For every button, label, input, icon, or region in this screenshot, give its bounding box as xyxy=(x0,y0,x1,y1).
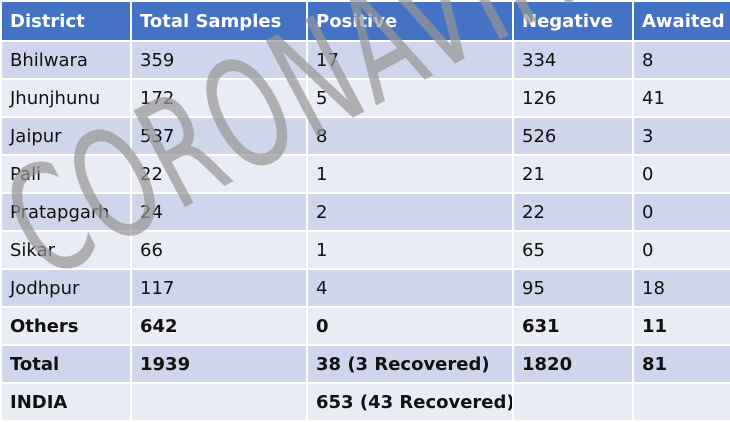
cell-negative: 334 xyxy=(512,40,634,80)
cell-district: Others xyxy=(0,306,132,346)
cell-awaited xyxy=(632,382,730,422)
table-row: Pratapgarh 24 2 22 0 xyxy=(0,192,730,232)
table-row: Jodhpur 117 4 95 18 xyxy=(0,268,730,308)
cell-total: 537 xyxy=(130,116,308,156)
header-row: District Total Samples Positive Negative… xyxy=(0,0,730,42)
table-row: Bhilwara 359 17 334 8 xyxy=(0,40,730,80)
cell-total: 66 xyxy=(130,230,308,270)
cell-negative: 126 xyxy=(512,78,634,118)
cell-total: 642 xyxy=(130,306,308,346)
header-positive: Positive xyxy=(306,0,514,42)
cell-positive: 38 (3 Recovered) xyxy=(306,344,514,384)
cell-district: Sikar xyxy=(0,230,132,270)
header-negative: Negative xyxy=(512,0,634,42)
cell-negative: 526 xyxy=(512,116,634,156)
cell-awaited: 3 xyxy=(632,116,730,156)
table-row-india: INDIA 653 (43 Recovered) xyxy=(0,382,730,422)
cell-positive: 2 xyxy=(306,192,514,232)
cell-district: Jodhpur xyxy=(0,268,132,308)
table-row: Pali 22 1 21 0 xyxy=(0,154,730,194)
cell-awaited: 41 xyxy=(632,78,730,118)
cell-district: Total xyxy=(0,344,132,384)
cell-total: 1939 xyxy=(130,344,308,384)
header-district: District xyxy=(0,0,132,42)
cell-district: INDIA xyxy=(0,382,132,422)
cell-negative: 21 xyxy=(512,154,634,194)
cell-total: 22 xyxy=(130,154,308,194)
cell-awaited: 81 xyxy=(632,344,730,384)
cell-negative: 65 xyxy=(512,230,634,270)
cell-district: Jaipur xyxy=(0,116,132,156)
cell-negative: 95 xyxy=(512,268,634,308)
cell-awaited: 0 xyxy=(632,154,730,194)
cell-positive: 4 xyxy=(306,268,514,308)
header-awaited: Awaited xyxy=(632,0,730,42)
cell-positive: 1 xyxy=(306,154,514,194)
cell-total: 24 xyxy=(130,192,308,232)
cell-negative: 631 xyxy=(512,306,634,346)
table-row-others: Others 642 0 631 11 xyxy=(0,306,730,346)
cell-positive: 653 (43 Recovered) xyxy=(306,382,514,422)
cell-district: Pali xyxy=(0,154,132,194)
table-row: Jhunjhunu 172 5 126 41 xyxy=(0,78,730,118)
cell-negative: 22 xyxy=(512,192,634,232)
cell-positive: 0 xyxy=(306,306,514,346)
cell-total: 359 xyxy=(130,40,308,80)
cell-negative: 1820 xyxy=(512,344,634,384)
table-row: Sikar 66 1 65 0 xyxy=(0,230,730,270)
cell-awaited: 0 xyxy=(632,230,730,270)
cell-awaited: 11 xyxy=(632,306,730,346)
cell-total: 117 xyxy=(130,268,308,308)
cell-negative xyxy=(512,382,634,422)
table-row: Jaipur 537 8 526 3 xyxy=(0,116,730,156)
header-total-samples: Total Samples xyxy=(130,0,308,42)
cell-positive: 5 xyxy=(306,78,514,118)
cell-positive: 8 xyxy=(306,116,514,156)
cell-district: Bhilwara xyxy=(0,40,132,80)
cell-district: Jhunjhunu xyxy=(0,78,132,118)
cell-awaited: 8 xyxy=(632,40,730,80)
cell-total xyxy=(130,382,308,422)
table-row-total: Total 1939 38 (3 Recovered) 1820 81 xyxy=(0,344,730,384)
cell-awaited: 0 xyxy=(632,192,730,232)
cell-district: Pratapgarh xyxy=(0,192,132,232)
cell-awaited: 18 xyxy=(632,268,730,308)
cell-total: 172 xyxy=(130,78,308,118)
cell-positive: 17 xyxy=(306,40,514,80)
cell-positive: 1 xyxy=(306,230,514,270)
